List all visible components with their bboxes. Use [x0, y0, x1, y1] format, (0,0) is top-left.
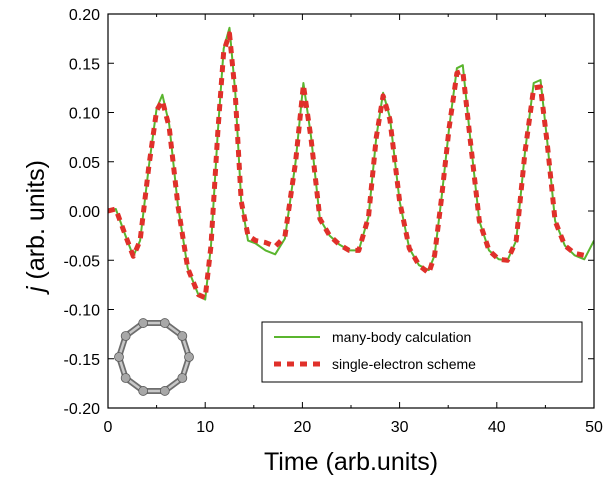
y-tick-label: 0.05 — [69, 155, 100, 172]
molecule-atom — [120, 331, 131, 341]
molecule-atom — [114, 352, 124, 362]
plot-lines — [108, 26, 594, 301]
molecule-atom — [138, 318, 149, 328]
x-tick-label: 10 — [196, 419, 214, 436]
x-axis-label: Time (arb.units) — [264, 448, 438, 476]
legend-label-many-body: many-body calculation — [332, 329, 471, 345]
x-tick-label: 30 — [391, 419, 409, 436]
plot-frame — [107, 13, 595, 409]
y-axis-label: j (arb. units) — [22, 160, 50, 295]
axis-ticks: 0 10 20 30 40 50 -0.20 -0.15 -0.10 -0.05 0.00 0.05 0… — [64, 7, 603, 436]
legend-box — [261, 321, 583, 383]
ring-molecule-icon — [114, 318, 194, 396]
molecule-atom — [177, 373, 188, 383]
x-tick-label: 50 — [585, 419, 603, 436]
y-axis-label-symbol: j — [22, 285, 50, 295]
y-axis-label-rest: (arb. units) — [22, 160, 50, 286]
y-tick-label: 0.20 — [69, 7, 100, 24]
y-tick-label: 0.15 — [69, 56, 100, 73]
legend: many-body calculation single-electron sc… — [261, 321, 583, 383]
y-tick-label: -0.05 — [64, 253, 101, 270]
molecule-atom — [120, 373, 131, 383]
x-tick-label: 20 — [294, 419, 312, 436]
legend-label-single-electron: single-electron scheme — [332, 356, 476, 372]
y-tick-label: -0.15 — [64, 352, 101, 369]
y-tick-label: 0.10 — [69, 106, 100, 123]
series-line-single-electron — [108, 31, 585, 301]
molecule-atom — [184, 352, 194, 362]
x-tick-label: 0 — [104, 419, 113, 436]
x-tick-label: 40 — [488, 419, 506, 436]
molecule-atom — [159, 386, 170, 396]
molecule-atom — [138, 386, 149, 396]
y-tick-label: -0.20 — [64, 401, 101, 418]
molecule-atom — [177, 331, 188, 341]
y-tick-label: 0.00 — [69, 204, 100, 221]
molecule-atom — [159, 318, 170, 328]
y-tick-label: -0.10 — [64, 303, 101, 320]
